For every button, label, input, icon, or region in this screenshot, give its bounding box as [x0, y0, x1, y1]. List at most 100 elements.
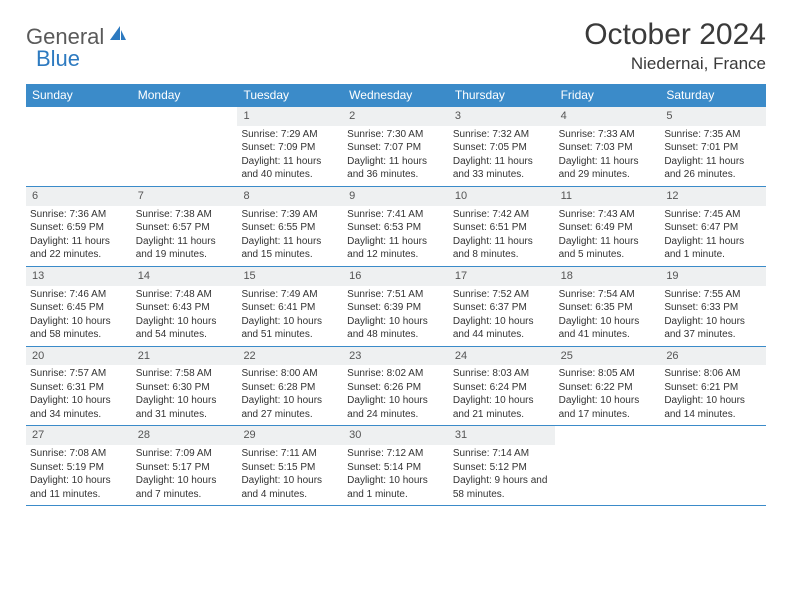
- weekday-header: Saturday: [660, 84, 766, 106]
- day-number: 26: [660, 347, 766, 366]
- daylight-text: Daylight: 10 hours and 4 minutes.: [241, 474, 339, 501]
- day-cell: 25Sunrise: 8:05 AMSunset: 6:22 PMDayligh…: [555, 347, 661, 426]
- day-body: Sunrise: 7:09 AMSunset: 5:17 PMDaylight:…: [132, 445, 238, 505]
- day-cell: 2Sunrise: 7:30 AMSunset: 7:07 PMDaylight…: [343, 107, 449, 186]
- day-number: 31: [449, 426, 555, 445]
- sunrise-text: Sunrise: 7:11 AM: [241, 447, 339, 461]
- day-body: Sunrise: 7:46 AMSunset: 6:45 PMDaylight:…: [26, 286, 132, 346]
- sunrise-text: Sunrise: 7:36 AM: [30, 208, 128, 222]
- day-number: 17: [449, 267, 555, 286]
- day-body: Sunrise: 7:39 AMSunset: 6:55 PMDaylight:…: [237, 206, 343, 266]
- day-body: Sunrise: 7:33 AMSunset: 7:03 PMDaylight:…: [555, 126, 661, 186]
- day-cell: 12Sunrise: 7:45 AMSunset: 6:47 PMDayligh…: [660, 187, 766, 266]
- day-cell: 19Sunrise: 7:55 AMSunset: 6:33 PMDayligh…: [660, 267, 766, 346]
- daylight-text: Daylight: 11 hours and 8 minutes.: [453, 235, 551, 262]
- daylight-text: Daylight: 11 hours and 19 minutes.: [136, 235, 234, 262]
- sunrise-text: Sunrise: 7:51 AM: [347, 288, 445, 302]
- day-body: Sunrise: 7:48 AMSunset: 6:43 PMDaylight:…: [132, 286, 238, 346]
- daylight-text: Daylight: 9 hours and 58 minutes.: [453, 474, 551, 501]
- sunset-text: Sunset: 6:47 PM: [664, 221, 762, 235]
- sunrise-text: Sunrise: 7:46 AM: [30, 288, 128, 302]
- title-block: October 2024 Niedernai, France: [584, 18, 766, 74]
- day-body: Sunrise: 7:58 AMSunset: 6:30 PMDaylight:…: [132, 365, 238, 425]
- day-number: 13: [26, 267, 132, 286]
- day-cell: 7Sunrise: 7:38 AMSunset: 6:57 PMDaylight…: [132, 187, 238, 266]
- sunrise-text: Sunrise: 7:08 AM: [30, 447, 128, 461]
- day-number: 20: [26, 347, 132, 366]
- sunset-text: Sunset: 6:55 PM: [241, 221, 339, 235]
- sunrise-text: Sunrise: 7:29 AM: [241, 128, 339, 142]
- day-body: Sunrise: 7:41 AMSunset: 6:53 PMDaylight:…: [343, 206, 449, 266]
- sunset-text: Sunset: 6:35 PM: [559, 301, 657, 315]
- daylight-text: Daylight: 10 hours and 7 minutes.: [136, 474, 234, 501]
- daylight-text: Daylight: 10 hours and 58 minutes.: [30, 315, 128, 342]
- sunrise-text: Sunrise: 8:02 AM: [347, 367, 445, 381]
- sunrise-text: Sunrise: 7:48 AM: [136, 288, 234, 302]
- day-number: 23: [343, 347, 449, 366]
- sunrise-text: Sunrise: 7:33 AM: [559, 128, 657, 142]
- day-body: Sunrise: 7:14 AMSunset: 5:12 PMDaylight:…: [449, 445, 555, 505]
- day-body: Sunrise: 7:43 AMSunset: 6:49 PMDaylight:…: [555, 206, 661, 266]
- sunset-text: Sunset: 7:09 PM: [241, 141, 339, 155]
- day-body: Sunrise: 7:49 AMSunset: 6:41 PMDaylight:…: [237, 286, 343, 346]
- sunset-text: Sunset: 7:03 PM: [559, 141, 657, 155]
- sunrise-text: Sunrise: 7:52 AM: [453, 288, 551, 302]
- day-body: Sunrise: 8:02 AMSunset: 6:26 PMDaylight:…: [343, 365, 449, 425]
- day-number: 18: [555, 267, 661, 286]
- daylight-text: Daylight: 11 hours and 33 minutes.: [453, 155, 551, 182]
- daylight-text: Daylight: 11 hours and 40 minutes.: [241, 155, 339, 182]
- day-body: Sunrise: 7:42 AMSunset: 6:51 PMDaylight:…: [449, 206, 555, 266]
- sunrise-text: Sunrise: 7:57 AM: [30, 367, 128, 381]
- sunrise-text: Sunrise: 7:14 AM: [453, 447, 551, 461]
- sunrise-text: Sunrise: 7:35 AM: [664, 128, 762, 142]
- sunset-text: Sunset: 6:30 PM: [136, 381, 234, 395]
- sunset-text: Sunset: 6:39 PM: [347, 301, 445, 315]
- sunrise-text: Sunrise: 7:41 AM: [347, 208, 445, 222]
- daylight-text: Daylight: 11 hours and 29 minutes.: [559, 155, 657, 182]
- daylight-text: Daylight: 10 hours and 17 minutes.: [559, 394, 657, 421]
- sunrise-text: Sunrise: 7:54 AM: [559, 288, 657, 302]
- day-cell: 29Sunrise: 7:11 AMSunset: 5:15 PMDayligh…: [237, 426, 343, 505]
- day-number: 1: [237, 107, 343, 126]
- sunrise-text: Sunrise: 7:09 AM: [136, 447, 234, 461]
- sunrise-text: Sunrise: 8:05 AM: [559, 367, 657, 381]
- day-body: Sunrise: 8:06 AMSunset: 6:21 PMDaylight:…: [660, 365, 766, 425]
- day-cell: [555, 426, 661, 505]
- sunset-text: Sunset: 6:57 PM: [136, 221, 234, 235]
- day-number: 19: [660, 267, 766, 286]
- day-number: 29: [237, 426, 343, 445]
- sunset-text: Sunset: 6:33 PM: [664, 301, 762, 315]
- day-body: Sunrise: 7:55 AMSunset: 6:33 PMDaylight:…: [660, 286, 766, 346]
- day-body: Sunrise: 7:29 AMSunset: 7:09 PMDaylight:…: [237, 126, 343, 186]
- weekday-header: Wednesday: [343, 84, 449, 106]
- sunset-text: Sunset: 6:49 PM: [559, 221, 657, 235]
- day-number: 5: [660, 107, 766, 126]
- daylight-text: Daylight: 11 hours and 36 minutes.: [347, 155, 445, 182]
- sunrise-text: Sunrise: 7:38 AM: [136, 208, 234, 222]
- sunset-text: Sunset: 6:26 PM: [347, 381, 445, 395]
- day-body: Sunrise: 7:52 AMSunset: 6:37 PMDaylight:…: [449, 286, 555, 346]
- daylight-text: Daylight: 10 hours and 27 minutes.: [241, 394, 339, 421]
- sunrise-text: Sunrise: 7:32 AM: [453, 128, 551, 142]
- location-label: Niedernai, France: [584, 54, 766, 74]
- sunrise-text: Sunrise: 7:58 AM: [136, 367, 234, 381]
- month-title: October 2024: [584, 18, 766, 52]
- day-cell: 10Sunrise: 7:42 AMSunset: 6:51 PMDayligh…: [449, 187, 555, 266]
- day-cell: [26, 107, 132, 186]
- sunset-text: Sunset: 6:45 PM: [30, 301, 128, 315]
- day-number: 15: [237, 267, 343, 286]
- sail-icon: [108, 24, 128, 47]
- day-body: Sunrise: 7:54 AMSunset: 6:35 PMDaylight:…: [555, 286, 661, 346]
- daylight-text: Daylight: 11 hours and 22 minutes.: [30, 235, 128, 262]
- daylight-text: Daylight: 10 hours and 24 minutes.: [347, 394, 445, 421]
- sunset-text: Sunset: 7:07 PM: [347, 141, 445, 155]
- day-cell: 30Sunrise: 7:12 AMSunset: 5:14 PMDayligh…: [343, 426, 449, 505]
- logo-blue-line2: Blue: [36, 46, 80, 72]
- day-cell: 9Sunrise: 7:41 AMSunset: 6:53 PMDaylight…: [343, 187, 449, 266]
- day-cell: 21Sunrise: 7:58 AMSunset: 6:30 PMDayligh…: [132, 347, 238, 426]
- header: General October 2024 Niedernai, France: [26, 18, 766, 74]
- day-cell: [660, 426, 766, 505]
- sunrise-text: Sunrise: 7:49 AM: [241, 288, 339, 302]
- sunrise-text: Sunrise: 8:00 AM: [241, 367, 339, 381]
- sunrise-text: Sunrise: 7:45 AM: [664, 208, 762, 222]
